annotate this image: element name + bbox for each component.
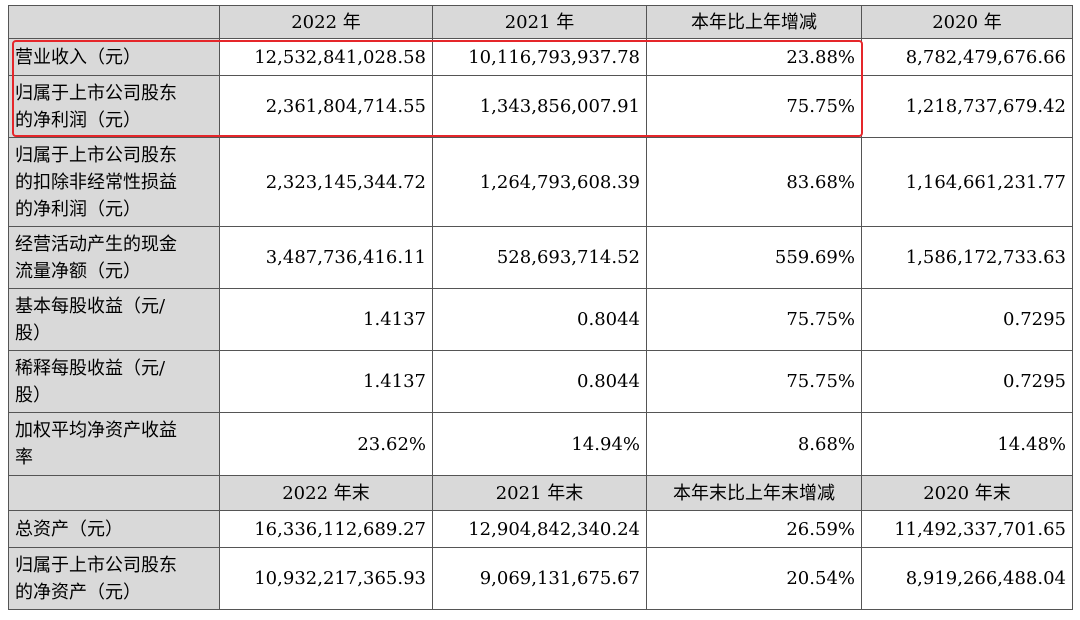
cell-value: 2,361,804,714.55 bbox=[219, 75, 433, 138]
header-2020: 2020 年 bbox=[861, 5, 1073, 39]
row-label: 加权平均净资产收益 率 bbox=[8, 412, 220, 476]
cell-value: 75.75% bbox=[646, 75, 862, 138]
cell-value: 0.8044 bbox=[432, 288, 647, 351]
row-label: 基本每股收益（元/ 股） bbox=[8, 288, 220, 351]
header-2021: 2021 年 bbox=[432, 5, 647, 39]
table-row-net-profit: 归属于上市公司股东 的净利润（元） 2,361,804,714.55 1,343… bbox=[8, 75, 1073, 138]
cell-value: 8,782,479,676.66 bbox=[861, 38, 1073, 76]
cell-value: 1,218,737,679.42 bbox=[861, 75, 1073, 138]
cell-value: 26.59% bbox=[646, 510, 862, 548]
cell-value: 75.75% bbox=[646, 350, 862, 413]
cell-value: 10,116,793,937.78 bbox=[432, 38, 647, 76]
cell-value: 1,164,661,231.77 bbox=[861, 137, 1073, 227]
cell-value: 1,343,856,007.91 bbox=[432, 75, 647, 138]
cell-value: 8.68% bbox=[646, 412, 862, 476]
header-blank-cell bbox=[8, 5, 220, 39]
cell-value: 1.4137 bbox=[219, 288, 433, 351]
header-year-end-change: 本年末比上年末增减 bbox=[646, 475, 862, 511]
cell-value: 75.75% bbox=[646, 288, 862, 351]
table-row-revenue: 营业收入（元） 12,532,841,028.58 10,116,793,937… bbox=[8, 38, 1073, 76]
cell-value: 23.88% bbox=[646, 38, 862, 76]
cell-value: 83.68% bbox=[646, 137, 862, 227]
cell-value: 1,586,172,733.63 bbox=[861, 226, 1073, 289]
cell-value: 0.8044 bbox=[432, 350, 647, 413]
header-row-annual: 2022 年 2021 年 本年比上年增减 2020 年 bbox=[8, 5, 1073, 39]
header-2022: 2022 年 bbox=[219, 5, 433, 39]
cell-value: 0.7295 bbox=[861, 350, 1073, 413]
header-yoy-change: 本年比上年增减 bbox=[646, 5, 862, 39]
table-row-basic-eps: 基本每股收益（元/ 股） 1.4137 0.8044 75.75% 0.7295 bbox=[8, 288, 1073, 351]
cell-value: 528,693,714.52 bbox=[432, 226, 647, 289]
cell-value: 2,323,145,344.72 bbox=[219, 137, 433, 227]
cell-value: 11,492,337,701.65 bbox=[861, 510, 1073, 548]
cell-value: 1,264,793,608.39 bbox=[432, 137, 647, 227]
table-row-diluted-eps: 稀释每股收益（元/ 股） 1.4137 0.8044 75.75% 0.7295 bbox=[8, 350, 1073, 413]
cell-value: 8,919,266,488.04 bbox=[861, 547, 1073, 610]
table-row-adjusted-net-profit: 归属于上市公司股东 的扣除非经常性损益 的净利润（元） 2,323,145,34… bbox=[8, 137, 1073, 227]
row-label: 营业收入（元） bbox=[8, 38, 220, 76]
cell-value: 10,932,217,365.93 bbox=[219, 547, 433, 610]
row-label: 归属于上市公司股东 的净资产（元） bbox=[8, 547, 220, 610]
cell-value: 3,487,736,416.11 bbox=[219, 226, 433, 289]
cell-value: 16,336,112,689.27 bbox=[219, 510, 433, 548]
row-label: 总资产（元） bbox=[8, 510, 220, 548]
row-label: 归属于上市公司股东 的净利润（元） bbox=[8, 75, 220, 138]
cell-value: 12,532,841,028.58 bbox=[219, 38, 433, 76]
header-row-year-end: 2022 年末 2021 年末 本年末比上年末增减 2020 年末 bbox=[8, 475, 1073, 511]
cell-value: 0.7295 bbox=[861, 288, 1073, 351]
cell-value: 20.54% bbox=[646, 547, 862, 610]
cell-value: 559.69% bbox=[646, 226, 862, 289]
header-blank-cell bbox=[8, 475, 220, 511]
table-row-net-assets: 归属于上市公司股东 的净资产（元） 10,932,217,365.93 9,06… bbox=[8, 547, 1073, 610]
financial-summary-table: 2022 年 2021 年 本年比上年增减 2020 年 营业收入（元） 12,… bbox=[8, 5, 1073, 610]
cell-value: 1.4137 bbox=[219, 350, 433, 413]
header-2021-end: 2021 年末 bbox=[432, 475, 647, 511]
cell-value: 14.94% bbox=[432, 412, 647, 476]
header-2022-end: 2022 年末 bbox=[219, 475, 433, 511]
cell-value: 12,904,842,340.24 bbox=[432, 510, 647, 548]
table-row-operating-cash-flow: 经营活动产生的现金 流量净额（元） 3,487,736,416.11 528,6… bbox=[8, 226, 1073, 289]
row-label: 稀释每股收益（元/ 股） bbox=[8, 350, 220, 413]
cell-value: 14.48% bbox=[861, 412, 1073, 476]
table-row-weighted-roe: 加权平均净资产收益 率 23.62% 14.94% 8.68% 14.48% bbox=[8, 412, 1073, 476]
financial-table-wrapper: 2022 年 2021 年 本年比上年增减 2020 年 营业收入（元） 12,… bbox=[8, 5, 1073, 610]
header-2020-end: 2020 年末 bbox=[861, 475, 1073, 511]
row-label: 归属于上市公司股东 的扣除非经常性损益 的净利润（元） bbox=[8, 137, 220, 227]
row-label: 经营活动产生的现金 流量净额（元） bbox=[8, 226, 220, 289]
cell-value: 23.62% bbox=[219, 412, 433, 476]
cell-value: 9,069,131,675.67 bbox=[432, 547, 647, 610]
table-row-total-assets: 总资产（元） 16,336,112,689.27 12,904,842,340.… bbox=[8, 510, 1073, 548]
